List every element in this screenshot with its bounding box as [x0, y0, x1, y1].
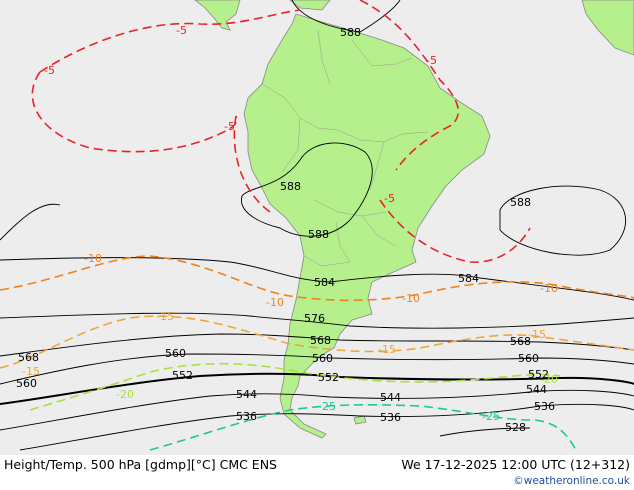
land-layer — [194, 0, 634, 439]
temp-label: -10 — [402, 292, 420, 305]
temp-label: -5 — [384, 192, 395, 205]
height-label: 552 — [528, 368, 549, 381]
temp-minus5-loop — [31, 71, 238, 153]
valid-time: We 17-12-2025 12:00 UTC (12+312) — [401, 457, 630, 472]
height-label: 584 — [458, 272, 479, 285]
africa-coast — [581, 0, 634, 56]
height-label: 560 — [518, 352, 539, 365]
height-label: 536 — [380, 411, 401, 424]
caribbean-islands — [289, 0, 331, 11]
contour-588-north — [291, 0, 401, 33]
temp-label: -15 — [22, 365, 40, 378]
map-canvas: 588 588 588 588 584 584 576 568 568 568 … — [0, 0, 634, 455]
height-label: 560 — [165, 347, 186, 360]
temp-label: -10 — [266, 296, 284, 309]
temp-label: -10 — [540, 282, 558, 295]
temp-label: -20 — [116, 388, 134, 401]
height-label: 536 — [534, 400, 555, 413]
temp-label: -5 — [176, 24, 187, 37]
temp-minus5-northeast — [359, 0, 460, 171]
temp-label: -5 — [44, 64, 55, 77]
temp-minus5-brazil — [379, 199, 531, 263]
contour-568 — [0, 333, 634, 357]
temp-label: -5 — [224, 120, 235, 133]
temp-label: -15 — [156, 310, 174, 323]
temp-minus10 — [0, 255, 634, 302]
contour-588-west — [0, 203, 61, 241]
temp-label: -5 — [426, 54, 437, 67]
height-label: 588 — [510, 196, 531, 209]
temp-labels: -5 -5 -5 -5 -5 -10 -10 -10 -10 -15 -15 -… — [22, 24, 558, 423]
temp-label: -25 — [318, 400, 336, 413]
temp-label: -25 — [482, 410, 500, 423]
height-label: 552 — [318, 371, 339, 384]
height-label: 560 — [312, 352, 333, 365]
contour-588-central — [241, 142, 373, 237]
height-label: 568 — [18, 351, 39, 364]
height-label: 588 — [340, 26, 361, 39]
height-label: 544 — [380, 391, 401, 404]
temp-label: -15 — [378, 343, 396, 356]
contour-588-atlantic — [499, 185, 626, 256]
central-america-land — [194, 0, 241, 31]
contour-528 — [439, 427, 531, 437]
temp-label: -15 — [528, 328, 546, 341]
height-label: 544 — [236, 388, 257, 401]
temperature-contours — [0, 0, 634, 451]
height-label: 584 — [314, 276, 335, 289]
height-label: 544 — [526, 383, 547, 396]
temp-minus15 — [0, 315, 634, 369]
height-contours — [0, 0, 634, 451]
contour-560 — [0, 353, 634, 385]
temp-label: -10 — [84, 252, 102, 265]
height-label: 568 — [510, 335, 531, 348]
temp-label: -20 — [540, 373, 558, 386]
height-label: 536 — [236, 410, 257, 423]
falkland-islands — [353, 415, 367, 425]
height-labels: 588 588 588 588 584 584 576 568 568 568 … — [16, 26, 555, 434]
map-title: Height/Temp. 500 hPa [gdmp][°C] CMC ENS — [4, 457, 277, 472]
height-label: 588 — [280, 180, 301, 193]
credit-link[interactable]: ©weatheronline.co.uk — [513, 475, 630, 487]
temp-minus25 — [149, 404, 577, 451]
temp-minus20 — [29, 362, 561, 411]
contour-576 — [0, 312, 634, 329]
contour-544 — [0, 389, 634, 431]
height-label: 576 — [304, 312, 325, 325]
contour-536 — [19, 403, 634, 451]
height-label: 552 — [172, 369, 193, 382]
border-layer — [261, 29, 429, 267]
height-label: 528 — [505, 421, 526, 434]
height-label: 588 — [308, 228, 329, 241]
map-footer: Height/Temp. 500 hPa [gdmp][°C] CMC ENS … — [0, 455, 634, 490]
height-label: 560 — [16, 377, 37, 390]
south-america-land — [243, 13, 491, 439]
temp-minus5-north-pacific — [39, 9, 301, 73]
height-label: 568 — [310, 334, 331, 347]
